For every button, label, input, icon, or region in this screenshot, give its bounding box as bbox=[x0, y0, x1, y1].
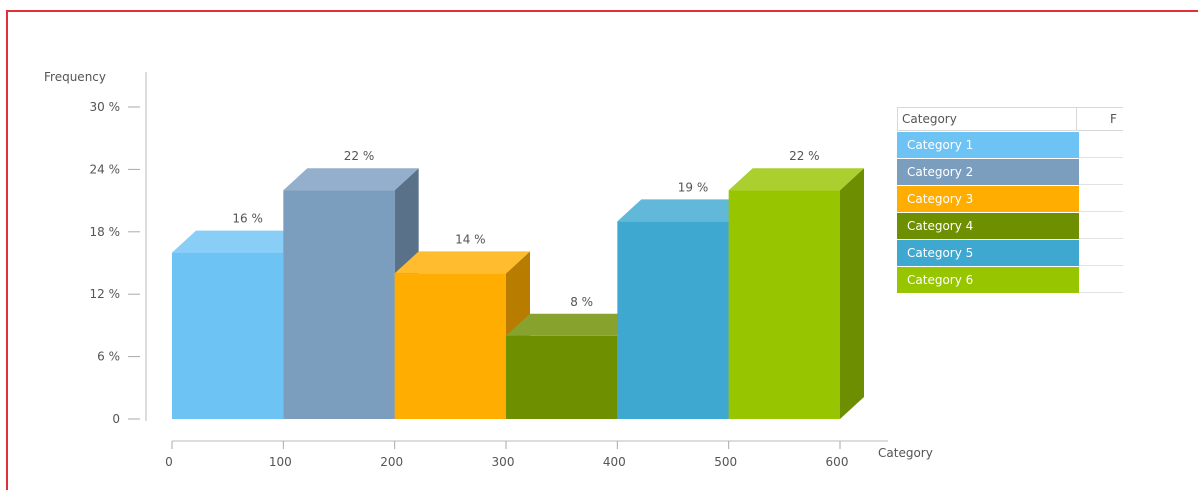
bar-side-face bbox=[840, 168, 864, 419]
bar-value-label: 19 % bbox=[678, 180, 709, 194]
bar-value-label: 14 % bbox=[455, 232, 486, 246]
y-tick-label: 24 % bbox=[90, 162, 121, 176]
legend-item-label: Category 2 bbox=[897, 159, 1079, 185]
chart-frame bbox=[6, 10, 1198, 490]
x-tick-label: 100 bbox=[269, 455, 292, 469]
legend-item-4: Category 4 bbox=[897, 213, 1123, 239]
bar-front-face bbox=[728, 190, 840, 419]
bar-front-face bbox=[617, 221, 729, 419]
bar-4 bbox=[506, 313, 642, 419]
bar-front-face bbox=[394, 273, 506, 419]
legend-item-value-cell bbox=[1079, 240, 1123, 266]
bar-value-label: 22 % bbox=[789, 149, 820, 163]
bar-top-face bbox=[172, 230, 308, 253]
x-tick-label: 300 bbox=[492, 455, 515, 469]
x-tick-label: 600 bbox=[826, 455, 849, 469]
bar-top-face bbox=[728, 168, 864, 191]
bar-front-face bbox=[172, 252, 284, 419]
bar-top-face bbox=[617, 199, 753, 222]
legend-item-2: Category 2 bbox=[897, 159, 1123, 185]
legend-item-value-cell bbox=[1079, 132, 1123, 158]
y-tick-label: 18 % bbox=[90, 225, 121, 239]
legend-item-value-cell bbox=[1079, 213, 1123, 239]
bar-front-face bbox=[506, 335, 618, 419]
x-tick-label: 400 bbox=[603, 455, 626, 469]
legend-item-value-cell bbox=[1079, 159, 1123, 185]
x-tick-label: 500 bbox=[714, 455, 737, 469]
legend-item-label: Category 4 bbox=[897, 213, 1079, 239]
y-tick-label: 12 % bbox=[90, 287, 121, 301]
legend-item-5: Category 5 bbox=[897, 240, 1123, 266]
legend-item-6: Category 6 bbox=[897, 267, 1123, 293]
legend-header-category: Category bbox=[897, 108, 1077, 130]
x-tick-label: 200 bbox=[380, 455, 403, 469]
bar-top-face bbox=[506, 313, 642, 336]
y-tick-label: 30 % bbox=[90, 100, 121, 114]
x-tick-label: 0 bbox=[165, 455, 173, 469]
legend: Category F Category 1 Category 2 Category … bbox=[897, 107, 1123, 293]
legend-item-label: Category 3 bbox=[897, 186, 1079, 212]
legend-item-value-cell bbox=[1079, 267, 1123, 293]
y-tick-label: 0 bbox=[112, 412, 120, 426]
legend-item-1: Category 1 bbox=[897, 132, 1123, 158]
y-tick-label: 6 % bbox=[97, 350, 120, 364]
bar-1 bbox=[172, 230, 308, 419]
legend-item-label: Category 5 bbox=[897, 240, 1079, 266]
bar-value-label: 8 % bbox=[570, 295, 593, 309]
legend-item-label: Category 1 bbox=[897, 132, 1079, 158]
bar-top-face bbox=[283, 168, 419, 191]
bar-value-label: 22 % bbox=[344, 149, 375, 163]
y-axis-title: Frequency bbox=[44, 70, 106, 84]
bar-value-label: 16 % bbox=[232, 212, 263, 226]
x-axis-title: Category bbox=[878, 446, 933, 460]
legend-header: Category F bbox=[897, 107, 1123, 131]
legend-item-3: Category 3 bbox=[897, 186, 1123, 212]
bar-front-face bbox=[283, 190, 395, 419]
legend-header-second: F bbox=[1110, 112, 1117, 126]
legend-item-label: Category 6 bbox=[897, 267, 1079, 293]
bar-6 bbox=[728, 168, 864, 419]
bar-top-face bbox=[394, 251, 530, 274]
legend-item-value-cell bbox=[1079, 186, 1123, 212]
